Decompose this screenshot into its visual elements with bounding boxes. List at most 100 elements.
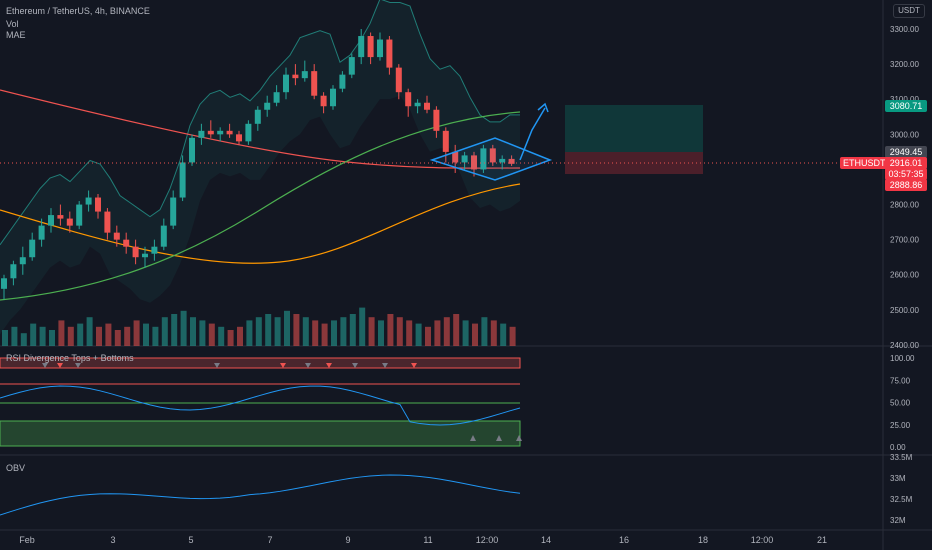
divergence-bottom-marker	[470, 435, 476, 441]
breakout-arrow	[519, 107, 546, 161]
time-axis-label: 18	[698, 535, 708, 545]
candle-body	[198, 130, 205, 138]
volume-bar	[312, 320, 319, 346]
candle-body	[433, 109, 440, 131]
divergence-bottom-marker	[496, 435, 502, 441]
candle-body	[57, 215, 64, 219]
volume-bar	[359, 307, 366, 346]
candle-body	[442, 130, 449, 152]
candle-body	[226, 130, 233, 135]
price-axis-label: 2700.00	[890, 236, 919, 245]
time-axis-label: 3	[110, 535, 115, 545]
candle-body	[377, 39, 383, 58]
volume-bar	[500, 323, 507, 346]
volume-bar	[11, 326, 18, 346]
currency-button[interactable]: USDT	[893, 4, 925, 18]
target-price-badge: 3080.71	[885, 100, 927, 112]
rsi-panel-title: RSI Divergence Tops + Bottoms	[6, 353, 134, 363]
candle-body	[292, 74, 299, 79]
candle-body	[273, 92, 280, 103]
divergence-top-marker	[382, 363, 388, 368]
volume-bar	[472, 323, 478, 346]
time-axis-label: 14	[541, 535, 551, 545]
obv-axis-label: 33M	[890, 474, 906, 483]
price-axis-label: 3100.00	[890, 95, 919, 104]
candle-body	[179, 162, 186, 198]
candle-body	[339, 74, 346, 89]
divergence-top-marker	[75, 363, 81, 368]
divergence-top-marker	[280, 363, 286, 368]
bollinger-upper	[0, 0, 520, 246]
candle-body	[358, 36, 365, 58]
candle-body	[19, 257, 26, 265]
volume-bar	[20, 333, 27, 346]
price-axis-label: 2600.00	[890, 271, 919, 280]
price-axis-label: 2500.00	[890, 306, 919, 315]
price-axis-label: 2400.00	[890, 341, 919, 350]
candle-body	[414, 102, 421, 107]
candle-body	[301, 71, 308, 79]
volume-bar	[462, 320, 469, 346]
volume-bar	[180, 310, 187, 346]
volume-bar	[434, 320, 441, 346]
candle-body	[48, 215, 54, 226]
volume-bar	[2, 330, 8, 346]
stop-price-badge: 2888.86	[885, 179, 927, 191]
time-axis-label: 11	[423, 535, 432, 545]
indicator-mae-label[interactable]: MAE	[6, 30, 26, 40]
time-axis-label: 9	[345, 535, 350, 545]
volume-bar	[509, 326, 516, 346]
price-axis-label: 3000.00	[890, 130, 919, 139]
candle-body	[320, 95, 327, 107]
volume-bar	[237, 326, 243, 346]
rsi-line	[0, 385, 521, 426]
volume-bar	[274, 317, 281, 346]
time-axis-label: 5	[188, 535, 193, 545]
time-axis-label: 16	[619, 535, 629, 545]
candle-body	[29, 239, 36, 258]
time-axis-label: 12:00	[751, 535, 774, 545]
candle-body	[236, 134, 242, 142]
divergence-top-marker	[42, 363, 48, 368]
candle-body	[142, 253, 148, 258]
volume-bar	[302, 317, 309, 346]
divergence-top-marker	[326, 363, 332, 368]
divergence-top-marker	[305, 363, 311, 368]
candle-body	[405, 92, 412, 107]
candle-body	[395, 67, 402, 93]
price-axis-label: 2800.00	[890, 201, 919, 210]
volume-bar	[284, 310, 290, 346]
ma-orange	[0, 183, 521, 264]
diamond-pattern	[429, 137, 553, 181]
volume-bar	[49, 330, 55, 346]
candle-body	[10, 264, 17, 279]
candle-body	[386, 39, 393, 68]
volume-bar	[208, 323, 215, 346]
candle-body	[348, 57, 355, 75]
candle-body	[508, 158, 515, 164]
candle-body	[254, 109, 261, 124]
candle-body	[123, 239, 130, 247]
candle-body	[311, 71, 318, 96]
candle-body	[217, 130, 224, 135]
volume-bar	[406, 320, 413, 346]
candle-body	[264, 102, 271, 110]
candle-body	[1, 278, 7, 289]
obv-line	[0, 474, 521, 516]
candle-body	[471, 155, 477, 170]
candle-body	[330, 88, 336, 107]
candle-body	[489, 148, 496, 163]
obv-axis-label: 32M	[890, 516, 906, 525]
candle-body	[452, 151, 459, 163]
rsi-axis-label: 100.00	[890, 354, 915, 363]
candle-body	[170, 197, 177, 226]
volume-bar	[293, 314, 300, 346]
volume-bar	[396, 317, 403, 346]
indicator-vol-label[interactable]: Vol	[6, 19, 19, 29]
obv-axis-label: 32.5M	[890, 495, 913, 504]
ma-green	[0, 111, 521, 301]
volume-bar	[199, 320, 206, 346]
volume-bar	[453, 314, 460, 346]
volume-bar	[368, 317, 375, 346]
